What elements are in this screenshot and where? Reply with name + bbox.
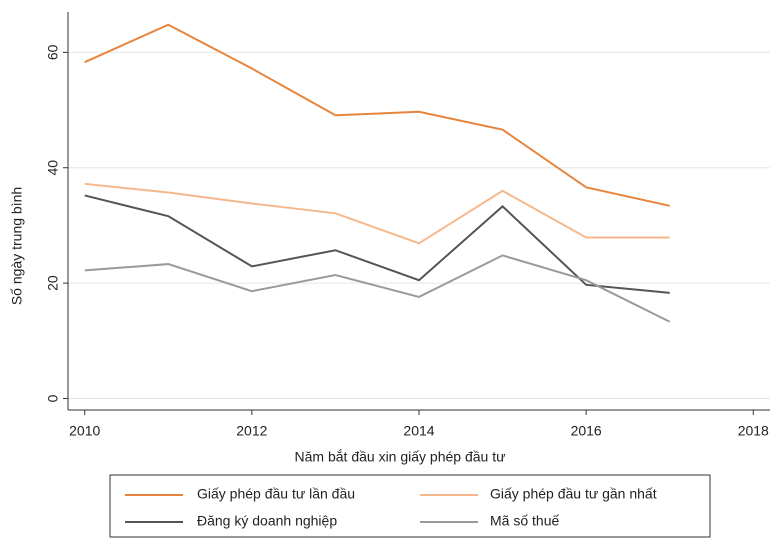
y-axis-label: Số ngày trung bình: [9, 187, 25, 305]
legend-label: Giấy phép đầu tư lần đầu: [197, 486, 355, 502]
x-tick-label: 2010: [69, 423, 100, 439]
y-tick-label: 20: [45, 275, 61, 291]
legend-label: Mã số thuế: [490, 513, 559, 529]
x-tick-label: 2012: [236, 423, 267, 439]
x-tick-label: 2014: [403, 423, 434, 439]
x-axis-label: Năm bắt đầu xin giấy phép đầu tư: [295, 449, 506, 465]
x-tick-label: 2016: [571, 423, 602, 439]
legend-label: Giấy phép đầu tư gần nhất: [490, 486, 657, 502]
series-line: [84, 182, 670, 245]
series-line: [84, 23, 670, 207]
legend-label: Đăng ký doanh nghiệp: [197, 513, 337, 529]
y-tick-label: 0: [45, 394, 61, 402]
series-line: [84, 254, 671, 323]
legend-box: [109, 474, 711, 538]
y-tick-label: 60: [45, 44, 61, 60]
x-tick-label: 2018: [738, 423, 769, 439]
series-line: [84, 194, 670, 294]
y-tick-label: 40: [45, 160, 61, 176]
